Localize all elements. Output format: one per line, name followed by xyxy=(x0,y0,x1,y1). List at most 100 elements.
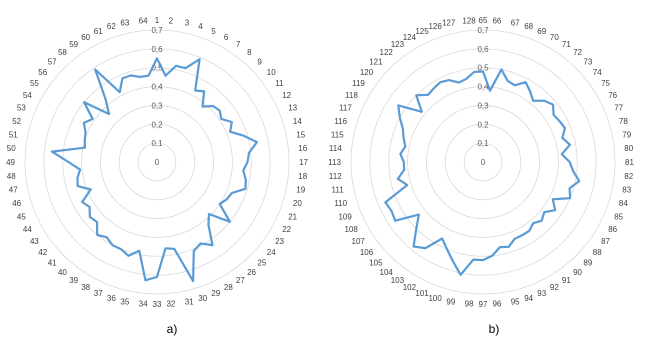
category-label: 75 xyxy=(601,79,610,88)
category-label: 117 xyxy=(339,104,352,113)
category-label: 26 xyxy=(247,268,256,277)
grid-ring xyxy=(118,123,196,201)
category-label: 70 xyxy=(550,33,559,42)
category-label: 25 xyxy=(257,258,266,267)
category-label: 22 xyxy=(282,225,291,234)
r-tick-label: 0,6 xyxy=(151,45,163,54)
category-label: 98 xyxy=(465,299,474,308)
category-label: 89 xyxy=(583,258,592,267)
category-label: 31 xyxy=(185,297,194,306)
category-label: 103 xyxy=(391,276,405,285)
series-line xyxy=(384,68,581,276)
r-tick-label: 0,4 xyxy=(151,83,163,92)
radar-chart-b: 0 0,1 0,2 0,3 0,4 0,5 0,6 0,765 66 67 68 69 70717273… xyxy=(328,16,634,309)
category-label: 121 xyxy=(369,58,383,67)
grid-ring xyxy=(350,29,616,295)
r-tick-label: 0,3 xyxy=(477,101,489,110)
category-label: 80 xyxy=(624,144,633,153)
category-label: 15 xyxy=(296,130,305,139)
category-label: 58 xyxy=(58,48,67,57)
category-label: 11 xyxy=(275,79,284,88)
category-label: 46 xyxy=(12,199,21,208)
category-label: 55 xyxy=(30,79,39,88)
category-label: 86 xyxy=(608,225,617,234)
grid-ring xyxy=(426,105,540,219)
category-label: 92 xyxy=(550,283,559,292)
category-label: 71 xyxy=(562,40,571,49)
category-label: 42 xyxy=(38,248,47,257)
category-label: 41 xyxy=(48,258,57,267)
caption-b: b) xyxy=(489,322,500,336)
category-label: 78 xyxy=(619,117,628,126)
category-label: 8 xyxy=(247,48,252,57)
category-label: 59 xyxy=(69,40,78,49)
category-label: 120 xyxy=(360,68,374,77)
category-label: 38 xyxy=(81,283,90,292)
grid-ring xyxy=(81,86,233,238)
category-label: 96 xyxy=(492,299,501,308)
category-label: 128 xyxy=(462,17,476,26)
category-label: 37 xyxy=(94,289,103,298)
grid-ring xyxy=(444,123,522,201)
category-label: 29 xyxy=(211,289,220,298)
category-label: 36 xyxy=(107,294,116,303)
r-tick-label: 0,4 xyxy=(477,83,489,92)
grid-ring xyxy=(137,142,177,182)
category-label: 39 xyxy=(69,276,78,285)
category-label: 85 xyxy=(614,212,623,221)
r-tick-label: 0,2 xyxy=(477,120,489,129)
category-label: 24 xyxy=(267,248,276,257)
category-label: 100 xyxy=(428,294,442,303)
category-label: 101 xyxy=(415,289,429,298)
category-label: 68 xyxy=(524,22,533,31)
category-label: 88 xyxy=(593,248,602,257)
category-label: 18 xyxy=(298,172,307,181)
category-label: 94 xyxy=(524,294,533,303)
category-label: 63 xyxy=(120,19,129,28)
category-label: 77 xyxy=(614,104,623,113)
category-label: 17 xyxy=(299,158,308,167)
category-label: 111 xyxy=(332,186,345,195)
category-label: 126 xyxy=(428,22,442,31)
category-label: 54 xyxy=(23,91,32,100)
category-label: 110 xyxy=(334,199,347,208)
category-label: 30 xyxy=(198,294,207,303)
category-label: 91 xyxy=(562,276,571,285)
category-label: 60 xyxy=(81,33,90,42)
category-label: 104 xyxy=(380,268,394,277)
category-label: 79 xyxy=(622,130,631,139)
r-tick-label: 0,3 xyxy=(151,101,163,110)
category-label: 108 xyxy=(344,225,358,234)
category-label: 84 xyxy=(619,199,628,208)
category-label: 106 xyxy=(360,248,374,257)
category-label: 47 xyxy=(9,186,18,195)
category-label: 116 xyxy=(334,117,347,126)
category-label: 20 xyxy=(293,199,302,208)
category-label: 109 xyxy=(338,212,352,221)
category-label: 56 xyxy=(38,68,47,77)
category-label: 34 xyxy=(139,299,148,308)
category-label: 44 xyxy=(23,225,32,234)
category-label: 33 xyxy=(153,300,162,309)
radar-chart-a: 00,10,20,30,40,50,60,71 2 3 456789101112131… xyxy=(6,16,308,309)
category-label: 19 xyxy=(296,186,305,195)
category-label: 74 xyxy=(593,68,602,77)
r-tick-label: 0,6 xyxy=(477,45,489,54)
category-label: 6 xyxy=(224,33,229,42)
category-label: 35 xyxy=(120,297,129,306)
category-label: 28 xyxy=(224,283,233,292)
category-label: 69 xyxy=(537,27,546,36)
caption-a: a) xyxy=(167,322,178,336)
r-tick-label: 0,2 xyxy=(151,120,163,129)
category-label: 45 xyxy=(17,212,26,221)
grid-ring xyxy=(369,48,597,276)
category-label: 51 xyxy=(9,130,18,139)
category-label: 67 xyxy=(511,19,520,28)
category-label: 123 xyxy=(391,40,405,49)
r-tick-label: 0,5 xyxy=(151,64,163,73)
category-label: 87 xyxy=(601,237,610,246)
category-label: 27 xyxy=(236,276,245,285)
category-label: 61 xyxy=(94,27,103,36)
category-label: 32 xyxy=(166,299,175,308)
